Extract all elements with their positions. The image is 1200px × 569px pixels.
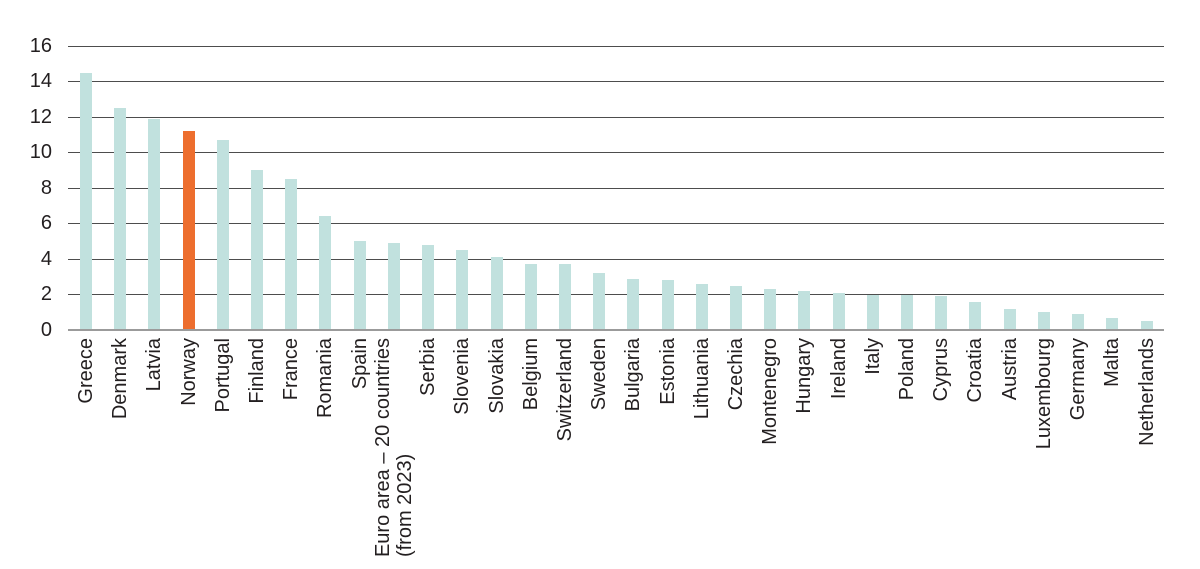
- x-label-spain: Spain: [348, 338, 371, 390]
- gridline-4: [68, 258, 1164, 260]
- bar-portugal: [216, 140, 229, 330]
- y-tick-label-2: 2: [40, 283, 52, 305]
- bar-netherlands: [1140, 321, 1153, 330]
- bar-greece: [80, 72, 92, 330]
- x-label-norway: Norway: [177, 338, 200, 406]
- y-tick-label-0: 0: [40, 318, 52, 341]
- bar-ireland: [832, 292, 845, 330]
- bar-slovenia: [456, 250, 469, 330]
- bar-romania: [319, 216, 332, 330]
- y-tick-label-8: 8: [40, 176, 52, 199]
- x-label-austria: Austria: [998, 338, 1021, 401]
- x-label-sweden: Sweden: [588, 338, 611, 411]
- y-tick-label-16: 16: [29, 34, 52, 57]
- gridline-14: [68, 81, 1164, 82]
- bar-spain: [353, 241, 366, 330]
- bar-estonia: [661, 280, 674, 330]
- x-label-ireland: Ireland: [827, 338, 850, 400]
- bar-bulgaria: [627, 278, 640, 330]
- bar-slovakia: [490, 257, 503, 330]
- x-label-luxembourg: Luxembourg: [1032, 338, 1055, 450]
- bar-luxembourg: [1037, 312, 1050, 330]
- y-tick-label-12: 12: [29, 105, 52, 128]
- x-label-latvia: Latvia: [143, 338, 166, 392]
- x-label-slovakia: Slovakia: [485, 338, 508, 414]
- bar-italy: [866, 294, 879, 330]
- bar-hungary: [798, 290, 811, 330]
- bar-poland: [901, 294, 914, 330]
- x-label-poland: Poland: [896, 338, 919, 401]
- gridline-2: [68, 294, 1164, 295]
- x-label-cyprus: Cyprus: [930, 338, 953, 402]
- bar-latvia: [148, 118, 161, 330]
- bar-sweden: [593, 273, 606, 330]
- x-label-croatia: Croatia: [964, 338, 987, 403]
- x-label-germany: Germany: [1067, 338, 1090, 421]
- x-label-montenegro: Montenegro: [759, 338, 782, 445]
- x-label-belgium: Belgium: [519, 338, 542, 411]
- y-tick-label-10: 10: [29, 141, 52, 163]
- x-label-estonia: Estonia: [656, 338, 679, 405]
- x-label-czechia: Czechia: [724, 338, 747, 411]
- bar-finland: [251, 170, 264, 330]
- y-tick-label-6: 6: [40, 212, 52, 234]
- x-label-portugal: Portugal: [211, 338, 234, 413]
- gridline-16: [68, 45, 1164, 47]
- x-label-slovenia: Slovenia: [451, 338, 474, 415]
- gridline-8: [68, 187, 1164, 189]
- bar-euro-area-20-countries: [387, 243, 400, 330]
- x-label-finland: Finland: [246, 338, 269, 404]
- x-label-france: France: [280, 338, 303, 401]
- x-label-euro-area-20-countries: Euro area – 20 countries (from 2023): [371, 338, 416, 558]
- bar-czechia: [729, 285, 742, 330]
- gridline-12: [68, 116, 1164, 118]
- x-label-bulgaria: Bulgaria: [622, 338, 645, 412]
- bar-norway: [182, 131, 195, 330]
- bar-montenegro: [764, 289, 777, 330]
- bar-denmark: [114, 108, 127, 330]
- bar-belgium: [524, 264, 537, 330]
- x-axis-line: [68, 329, 1164, 331]
- y-tick-label-14: 14: [29, 70, 52, 92]
- bar-switzerland: [558, 264, 571, 330]
- x-label-italy: Italy: [861, 338, 884, 375]
- bar-malta: [1106, 317, 1119, 330]
- bar-serbia: [422, 244, 435, 330]
- x-label-hungary: Hungary: [793, 338, 816, 414]
- gridline-6: [68, 223, 1164, 224]
- x-label-romania: Romania: [314, 338, 337, 419]
- bar-austria: [1003, 308, 1016, 330]
- bar-croatia: [969, 301, 982, 330]
- bar-cyprus: [935, 296, 948, 330]
- bar-lithuania: [695, 283, 708, 330]
- gridline-10: [68, 152, 1164, 153]
- x-label-denmark: Denmark: [109, 338, 132, 420]
- x-label-netherlands: Netherlands: [1135, 338, 1158, 446]
- x-label-greece: Greece: [75, 338, 97, 404]
- x-label-malta: Malta: [1101, 338, 1124, 387]
- x-label-serbia: Serbia: [417, 338, 440, 396]
- bar-germany: [1072, 314, 1085, 330]
- x-label-lithuania: Lithuania: [690, 338, 713, 420]
- y-tick-label-4: 4: [40, 247, 52, 270]
- bar-france: [285, 179, 298, 330]
- x-label-switzerland: Switzerland: [553, 338, 576, 442]
